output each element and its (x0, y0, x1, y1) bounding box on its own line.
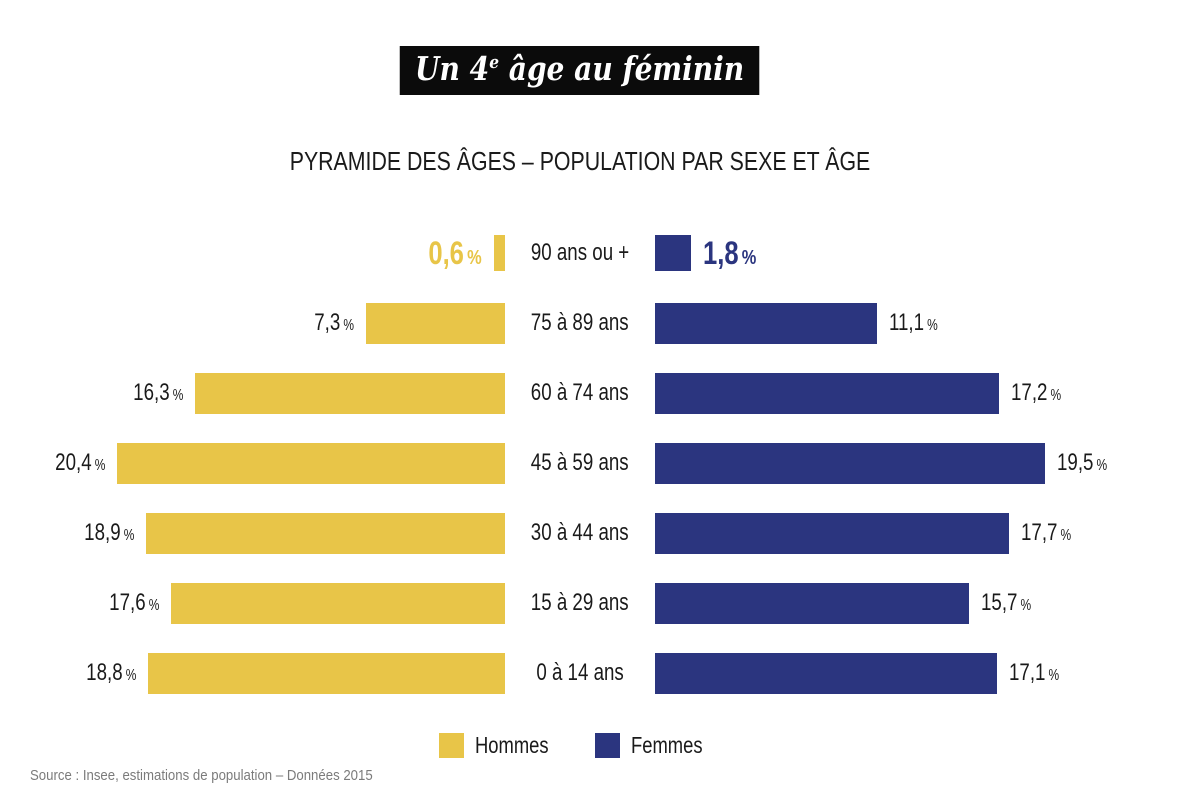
femmes-value: 17,1% (1009, 659, 1060, 686)
femmes-bar (655, 372, 999, 414)
femmes-bar (655, 652, 997, 694)
femmes-bar (655, 235, 691, 271)
hommes-value: 0,6% (428, 234, 482, 271)
hommes-cell: 18,8% (0, 652, 505, 694)
femmes-value: 15,7% (981, 589, 1032, 616)
femmes-bar (655, 582, 969, 624)
percent-sign: % (123, 527, 134, 544)
hommes-cell: 0,6% (0, 235, 505, 272)
hommes-swatch (439, 733, 465, 758)
title-text-post: âge au féminin (499, 49, 745, 88)
percent-sign: % (1020, 597, 1032, 614)
femmes-swatch (595, 733, 621, 758)
hommes-value: 20,4% (54, 449, 105, 476)
hommes-bar (494, 235, 505, 271)
title-banner: Un 4e âge au féminin (400, 46, 760, 96)
femmes-cell: 15,7% (655, 582, 1194, 624)
femmes-bar (655, 302, 877, 344)
femmes-cell: 17,2% (655, 372, 1194, 414)
hommes-cell: 16,3% (0, 372, 505, 414)
age-label: 15 à 29 ans (531, 589, 629, 616)
legend-label-hommes: Hommes (475, 732, 549, 758)
percent-sign: % (1096, 457, 1108, 474)
age-label: 90 ans ou + (530, 239, 630, 266)
age-label: 30 à 44 ans (531, 519, 629, 546)
age-label: 60 à 74 ans (531, 379, 629, 406)
femmes-value: 19,5% (1057, 449, 1108, 476)
hommes-value: 7,3% (314, 309, 354, 336)
pyramid-row-60-74: 16,3% 60 à 74 ans 17,2% (0, 358, 1194, 428)
legend-label-femmes: Femmes (631, 732, 703, 758)
percent-sign: % (927, 317, 938, 334)
hommes-value: 18,8% (85, 659, 136, 686)
percent-sign: % (148, 597, 159, 614)
age-cell: 75 à 89 ans (505, 309, 655, 337)
hommes-bar (195, 372, 505, 414)
age-label: 45 à 59 ans (531, 449, 629, 476)
hommes-value: 16,3% (132, 379, 183, 406)
percent-sign: % (1048, 667, 1060, 684)
femmes-cell: 1,8% (655, 235, 1194, 272)
percent-sign: % (125, 667, 136, 684)
femmes-value: 17,7% (1021, 519, 1072, 546)
femmes-value: 17,2% (1011, 379, 1062, 406)
percent-sign: % (343, 317, 354, 334)
title-banner-row: Un 4e âge au féminin (0, 46, 1160, 96)
femmes-bar (655, 512, 1009, 554)
femmes-cell: 11,1% (655, 302, 1194, 344)
age-cell: 45 à 59 ans (505, 449, 655, 477)
hommes-cell: 18,9% (0, 512, 505, 554)
femmes-bar (655, 442, 1045, 484)
pyramid-row-30-44: 18,9% 30 à 44 ans 17,7% (0, 498, 1194, 568)
percent-sign: % (172, 387, 183, 404)
pyramid-row-45-59: 20,4% 45 à 59 ans 19,5% (0, 428, 1194, 498)
title-text-pre: Un 4 (415, 49, 490, 88)
femmes-cell: 19,5% (655, 442, 1194, 484)
hommes-cell: 20,4% (0, 442, 505, 484)
pyramid-row-15-29: 17,6% 15 à 29 ans 15,7% (0, 568, 1194, 638)
hommes-cell: 17,6% (0, 582, 505, 624)
percent-sign: % (467, 245, 482, 269)
legend-item-hommes: Hommes (439, 732, 567, 759)
hommes-bar (148, 652, 505, 694)
hommes-cell: 7,3% (0, 302, 505, 344)
pyramid-row-90-plus: 0,6% 90 ans ou + 1,8% (0, 218, 1194, 288)
hommes-value: 17,6% (108, 589, 159, 616)
percent-sign: % (94, 457, 105, 474)
hommes-value: 18,9% (83, 519, 134, 546)
percent-sign: % (1050, 387, 1062, 404)
age-label: 75 à 89 ans (531, 309, 629, 336)
hommes-bar (171, 582, 505, 624)
femmes-value: 1,8% (703, 234, 757, 271)
age-label: 0 à 14 ans (536, 659, 624, 686)
femmes-value: 11,1% (889, 309, 938, 336)
source-note: Source : Insee, estimations de populatio… (30, 767, 373, 784)
age-cell: 30 à 44 ans (505, 519, 655, 547)
chart-title-row: PYRAMIDE DES ÂGES – POPULATION PAR SEXE … (0, 146, 1160, 177)
legend-item-femmes: Femmes (595, 732, 720, 759)
pyramid-row-75-89: 7,3% 75 à 89 ans 11,1% (0, 288, 1194, 358)
percent-sign: % (741, 245, 757, 269)
hommes-bar (366, 302, 505, 344)
legend: Hommes Femmes (0, 732, 1160, 759)
femmes-cell: 17,1% (655, 652, 1194, 694)
chart-title: PYRAMIDE DES ÂGES – POPULATION PAR SEXE … (289, 146, 871, 176)
title-superscript: e (489, 52, 500, 73)
percent-sign: % (1060, 527, 1072, 544)
pyramid-row-0-14: 18,8% 0 à 14 ans 17,1% (0, 638, 1194, 708)
age-cell: 60 à 74 ans (505, 379, 655, 407)
age-cell: 90 ans ou + (505, 239, 655, 267)
hommes-bar (146, 512, 505, 554)
femmes-cell: 17,7% (655, 512, 1194, 554)
age-cell: 15 à 29 ans (505, 589, 655, 617)
age-cell: 0 à 14 ans (505, 659, 655, 687)
hommes-bar (117, 442, 505, 484)
pyramid-chart: 0,6% 90 ans ou + 1,8% 7,3% 75 à 89 ans 1… (0, 218, 1194, 708)
